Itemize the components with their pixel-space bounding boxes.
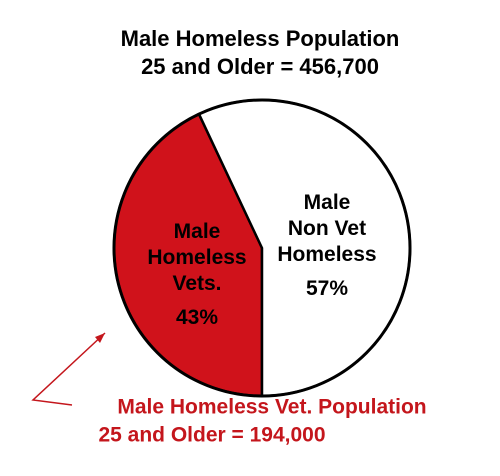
value-label: 57%: [306, 277, 348, 300]
slice-label: Homeless: [277, 243, 376, 266]
slice-label: Homeless: [147, 246, 246, 269]
slice-label: Male: [174, 220, 221, 243]
chart-title: Male Homeless Population: [121, 26, 400, 51]
pie-outline: [112, 98, 412, 398]
pie: Male Homeless Vets. 43% Male Non Vet Homeless 5…: [112, 98, 412, 398]
value-label: 43%: [176, 306, 218, 329]
annotation: Male Homeless Vet. Population: [117, 396, 426, 419]
slice-label: Male: [304, 191, 351, 214]
chart-title: 25 and Older = 456,700: [141, 54, 379, 79]
slice-label: Non Vet: [288, 217, 366, 240]
arrow-head: [95, 333, 105, 343]
slice-label: Vets.: [172, 272, 221, 295]
annotation: 25 and Older = 194,000: [98, 424, 325, 447]
arrow: [31, 332, 106, 406]
